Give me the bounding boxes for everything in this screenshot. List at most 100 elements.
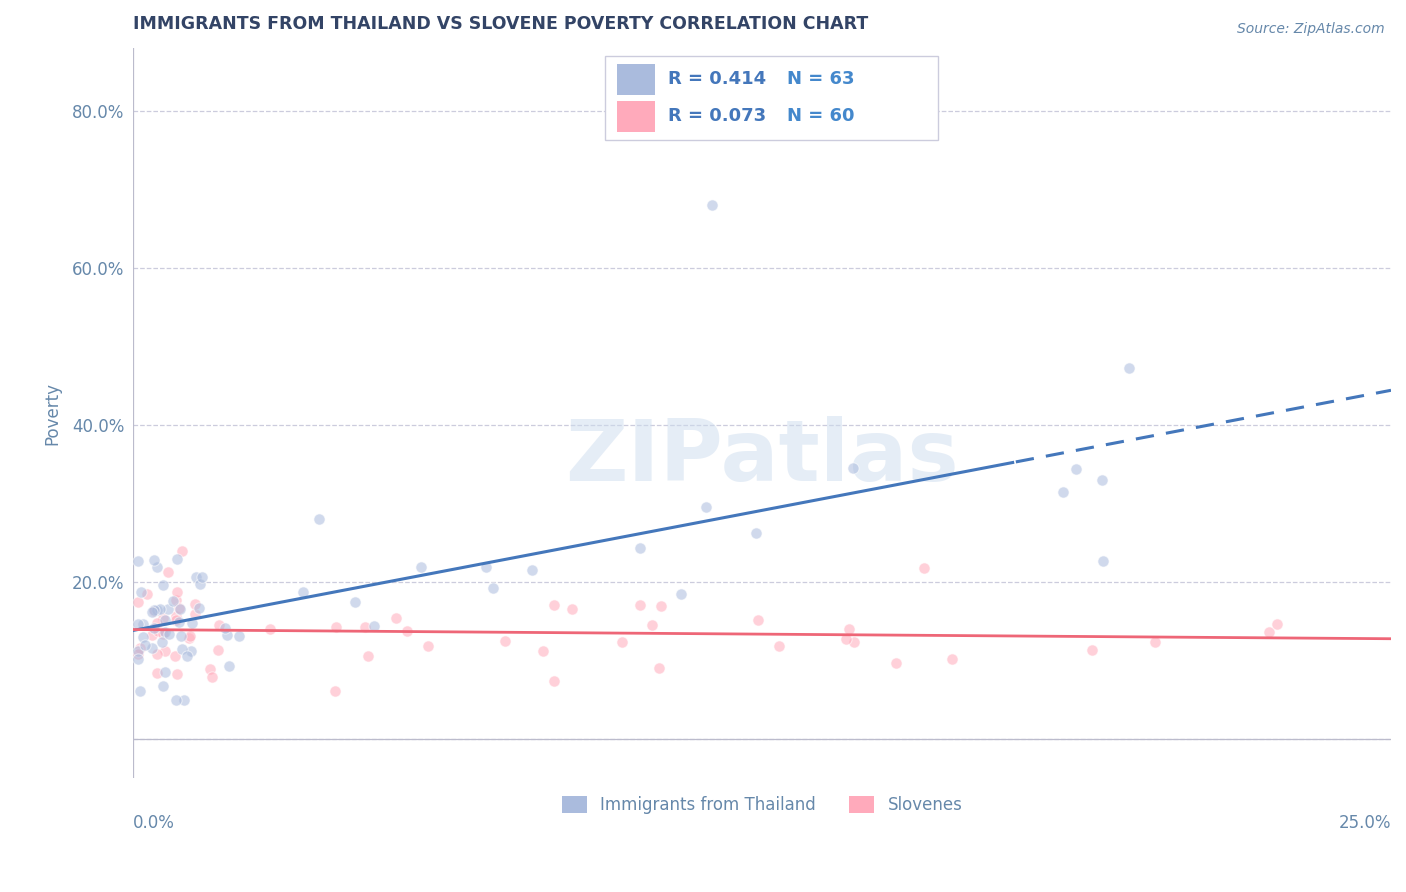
Point	[127, 617, 149, 632]
Point	[142, 552, 165, 566]
Point	[165, 613, 187, 627]
Point	[747, 614, 769, 628]
Point	[214, 621, 236, 635]
Point	[179, 628, 201, 642]
Point	[531, 644, 554, 658]
Point	[141, 628, 163, 642]
Point	[180, 644, 202, 658]
Point	[132, 630, 155, 644]
Point	[1081, 643, 1104, 657]
Point	[150, 634, 173, 648]
Point	[259, 622, 281, 636]
Point	[291, 584, 314, 599]
Point	[1091, 554, 1114, 568]
Point	[207, 642, 229, 657]
Point	[1066, 462, 1088, 476]
Point	[1091, 473, 1114, 487]
Point	[188, 600, 211, 615]
Point	[207, 618, 229, 632]
Text: R = 0.073: R = 0.073	[668, 107, 766, 125]
Point	[146, 615, 169, 630]
Point	[127, 595, 149, 609]
Point	[128, 684, 150, 698]
Point	[494, 634, 516, 648]
Point	[522, 563, 544, 577]
Point	[475, 559, 498, 574]
Point	[1267, 617, 1289, 632]
Point	[884, 656, 907, 670]
Point	[198, 662, 221, 676]
Point	[184, 607, 207, 622]
Point	[416, 639, 439, 653]
Point	[142, 621, 165, 635]
Point	[170, 544, 193, 558]
Point	[146, 603, 169, 617]
Point	[152, 679, 174, 693]
Text: R = 0.414: R = 0.414	[668, 70, 766, 88]
Point	[157, 602, 180, 616]
Point	[628, 541, 651, 555]
Point	[152, 627, 174, 641]
Point	[135, 587, 157, 601]
Point	[127, 554, 149, 568]
Point	[146, 560, 169, 574]
Point	[363, 619, 385, 633]
Point	[308, 511, 330, 525]
Text: ZIPatlas: ZIPatlas	[565, 416, 959, 499]
Point	[184, 570, 207, 584]
Point	[1118, 360, 1140, 375]
Point	[343, 594, 366, 608]
Point	[543, 598, 565, 612]
Point	[176, 648, 198, 663]
Point	[561, 602, 583, 616]
Point	[165, 593, 187, 607]
Point	[153, 625, 176, 640]
Point	[201, 670, 224, 684]
Point	[700, 198, 723, 212]
Point	[191, 569, 214, 583]
Point	[768, 640, 790, 654]
Legend: Immigrants from Thailand, Slovenes: Immigrants from Thailand, Slovenes	[555, 789, 969, 821]
Text: Source: ZipAtlas.com: Source: ZipAtlas.com	[1237, 22, 1385, 37]
Y-axis label: Poverty: Poverty	[44, 382, 60, 445]
Point	[228, 629, 250, 643]
Point	[173, 693, 195, 707]
Point	[745, 526, 768, 541]
Point	[170, 629, 193, 643]
Point	[146, 647, 169, 661]
Point	[641, 618, 664, 632]
Point	[481, 581, 503, 595]
Point	[167, 601, 190, 615]
Point	[141, 605, 163, 619]
Point	[153, 665, 176, 679]
Point	[157, 626, 180, 640]
Text: 0.0%: 0.0%	[134, 814, 174, 832]
Point	[384, 611, 406, 625]
Point	[543, 673, 565, 688]
Point	[912, 560, 935, 574]
Point	[155, 644, 177, 658]
Point	[628, 598, 651, 612]
Point	[409, 560, 432, 574]
FancyBboxPatch shape	[605, 55, 938, 140]
Text: 25.0%: 25.0%	[1339, 814, 1391, 832]
Text: IMMIGRANTS FROM THAILAND VS SLOVENE POVERTY CORRELATION CHART: IMMIGRANTS FROM THAILAND VS SLOVENE POVE…	[134, 15, 869, 33]
Point	[669, 587, 692, 601]
Point	[610, 635, 633, 649]
Point	[695, 500, 717, 515]
Point	[325, 620, 347, 634]
Bar	[617, 101, 655, 131]
Point	[146, 665, 169, 680]
Point	[353, 620, 375, 634]
Point	[323, 684, 346, 698]
Point	[162, 594, 184, 608]
Point	[152, 611, 174, 625]
Point	[142, 604, 165, 618]
Point	[941, 651, 963, 665]
Point	[170, 642, 193, 657]
Point	[169, 615, 191, 629]
Text: N = 63: N = 63	[787, 70, 855, 88]
Point	[1052, 485, 1074, 500]
Text: N = 60: N = 60	[787, 107, 855, 125]
Point	[166, 667, 188, 681]
